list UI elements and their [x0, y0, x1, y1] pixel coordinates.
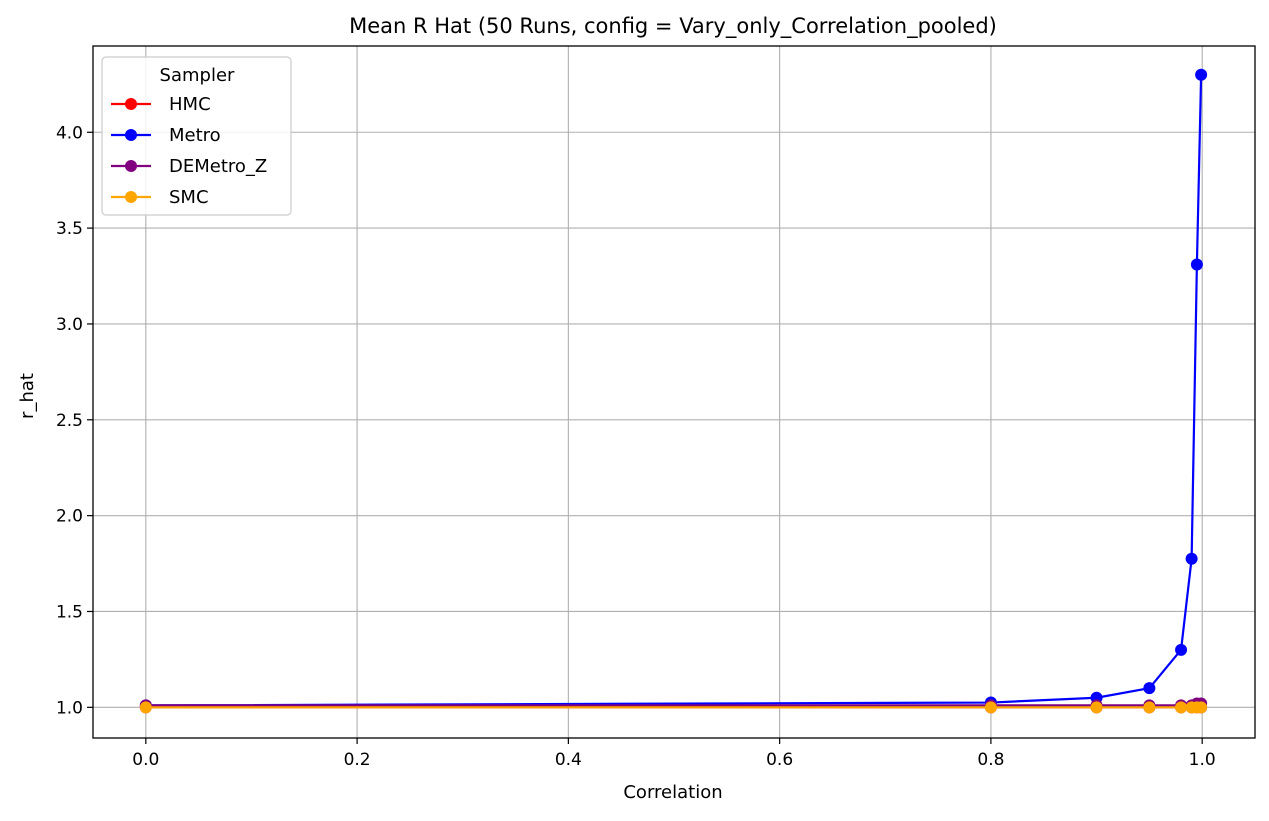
legend-item-metro: Metro — [111, 125, 221, 146]
legend-item-demetro-z: DEMetro_Z — [111, 156, 267, 177]
series-line-metro — [145, 74, 1203, 707]
axis-ticks: 0.0 0.2 0.4 0.6 0.8 1.0 1.0 1.5 2.0 2.5 3.0 3.5 4.0 — [56, 123, 1216, 770]
legend-swatch-marker — [125, 98, 137, 110]
series-metro — [139, 68, 1208, 712]
data-point-smc — [984, 701, 997, 714]
y-tick-label: 2.5 — [56, 411, 83, 431]
legend-label: Metro — [169, 125, 221, 146]
legend-swatch-marker — [125, 129, 137, 141]
x-axis-label: Correlation — [623, 782, 722, 803]
y-tick-label: 1.0 — [56, 698, 83, 718]
data-point-metro — [1195, 68, 1208, 81]
y-axis-label: r_hat — [17, 373, 38, 419]
data-point-metro — [1190, 258, 1203, 271]
legend-label: SMC — [169, 187, 209, 208]
legend: Sampler HMC Metro DEMetro_Z SMC — [101, 56, 292, 216]
x-tick-label: 0.0 — [132, 750, 159, 770]
y-tick-label: 4.0 — [56, 123, 83, 143]
plot-frame — [92, 45, 1256, 739]
x-tick-label: 0.8 — [977, 750, 1004, 770]
series-layer — [139, 68, 1208, 714]
legend-item-smc: SMC — [111, 187, 209, 208]
data-point-smc — [1090, 701, 1103, 714]
legend-item-hmc: HMC — [111, 94, 211, 115]
chart-title: Mean R Hat (50 Runs, config = Vary_only_… — [349, 14, 997, 39]
series-smc — [139, 701, 1208, 714]
legend-label: DEMetro_Z — [169, 156, 267, 177]
data-point-smc — [1175, 701, 1188, 714]
legend-items: HMC Metro DEMetro_Z SMC — [111, 94, 267, 208]
legend-frame — [101, 56, 292, 216]
y-tick-label: 1.5 — [56, 602, 83, 622]
data-point-smc — [1195, 701, 1208, 714]
x-tick-label: 0.4 — [555, 750, 582, 770]
x-tick-label: 0.2 — [344, 750, 371, 770]
data-point-metro — [1185, 552, 1198, 565]
x-tick-label: 0.6 — [766, 750, 793, 770]
data-point-metro — [1143, 682, 1156, 695]
y-tick-label: 2.0 — [56, 507, 83, 527]
legend-label: HMC — [169, 94, 211, 115]
y-tick-label: 3.0 — [56, 315, 83, 335]
legend-swatch-marker — [125, 160, 137, 172]
data-point-metro — [1175, 643, 1188, 656]
data-point-smc — [1143, 701, 1156, 714]
x-tick-label: 1.0 — [1189, 750, 1216, 770]
data-point-smc — [139, 701, 152, 714]
y-tick-label: 3.5 — [56, 219, 83, 239]
legend-title: Sampler — [160, 65, 235, 86]
legend-swatch-marker — [125, 191, 137, 203]
